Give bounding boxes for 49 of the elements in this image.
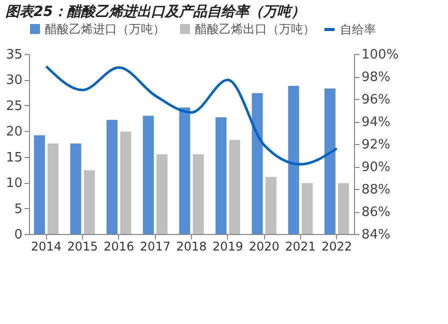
y2-tick-label: 92% [362, 138, 390, 152]
legend-label: 自给率 [340, 22, 376, 36]
y-tick-label: 10 [6, 176, 22, 192]
y2-tick-label: 84% [362, 228, 390, 242]
bar [179, 107, 190, 234]
bar [120, 132, 132, 234]
y-tick-label: 0 [14, 228, 22, 242]
bar [156, 154, 168, 234]
bar [265, 176, 276, 234]
line-series [45, 65, 338, 166]
x-tick-label: 2022 [321, 240, 352, 254]
y2-tick-label: 88% [362, 182, 390, 198]
bar [229, 140, 240, 234]
x-tick-label: 2014 [30, 240, 62, 254]
bar [34, 135, 45, 234]
y2-tick-label: 94% [362, 115, 390, 130]
y2-tick-label: 90% [362, 160, 390, 175]
x-tick-label: 2021 [285, 240, 316, 254]
bar [216, 117, 227, 234]
y2-tick-label: 98% [362, 70, 390, 85]
bar [142, 116, 154, 234]
y2-tick-label: 86% [362, 205, 390, 220]
legend-label: 醋酸乙烯出口（万吨） [195, 22, 315, 36]
bar [84, 170, 95, 234]
x-tick-label: 2017 [140, 240, 170, 254]
legend-label: 醋酸乙烯进口（万吨） [45, 22, 165, 36]
x-tick-label: 2016 [104, 240, 134, 254]
bar [192, 154, 204, 234]
x-tick-label: 2020 [248, 240, 280, 254]
bar [106, 120, 118, 234]
bar [70, 143, 82, 234]
y2-tick-label: 96% [362, 92, 390, 108]
bar [288, 86, 300, 234]
y-tick-label: 20 [6, 124, 22, 140]
y-tick-label: 25 [6, 98, 22, 114]
bar [302, 183, 313, 234]
x-tick-label: 2019 [212, 240, 244, 254]
bar [252, 93, 263, 234]
x-tick-label: 2018 [176, 240, 207, 254]
y2-tick-label: 100% [362, 48, 399, 62]
y-tick-label: 30 [6, 73, 22, 88]
x-tick-label: 2015 [67, 240, 98, 254]
y-tick-label: 5 [14, 202, 22, 217]
y-tick-label: 35 [6, 48, 22, 62]
y-tick-label: 15 [6, 150, 22, 166]
chart-title: 图表25：醋酸乙烯进出口及产品自给率（万吨） [5, 3, 305, 20]
bar [338, 183, 350, 234]
bar [324, 88, 336, 234]
bar [48, 143, 59, 234]
